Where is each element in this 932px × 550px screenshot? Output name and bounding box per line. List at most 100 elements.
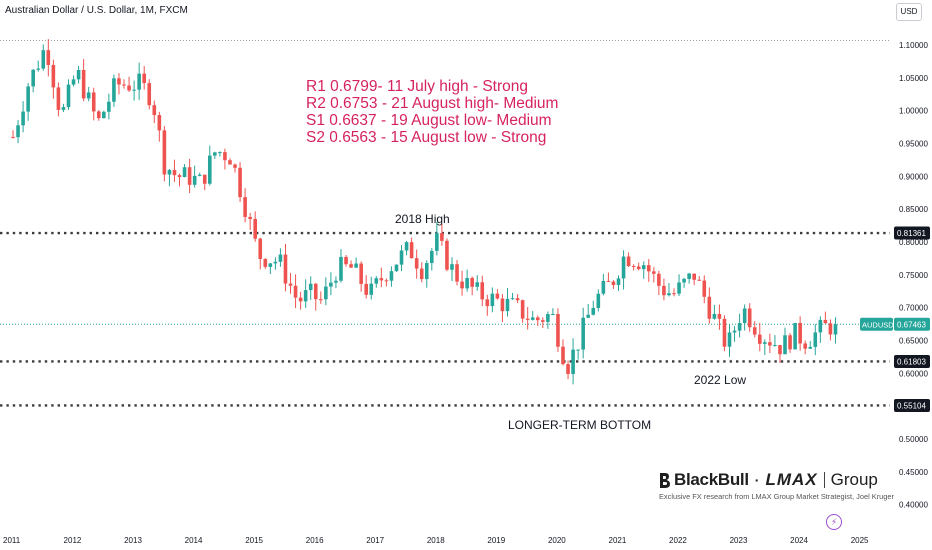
level-s1-text: S1 0.6637 - 19 August low- Medium	[306, 112, 552, 129]
candle-body	[127, 85, 131, 91]
candle-body	[646, 265, 651, 272]
blackbull-logo-icon	[660, 472, 670, 488]
candle-body	[566, 364, 570, 375]
candle-body	[132, 89, 136, 91]
x-tick-label: 2017	[366, 536, 384, 545]
candle-body	[818, 319, 823, 333]
candle-body	[480, 282, 485, 300]
candle-body	[652, 271, 656, 274]
candle-body	[243, 197, 247, 217]
candle-body	[636, 266, 641, 270]
candle-body	[440, 233, 444, 241]
candle-body	[137, 73, 141, 90]
candle-body	[505, 298, 510, 312]
y-tick-label: 0.45000	[899, 468, 928, 477]
candle-body	[445, 240, 449, 270]
candle-body	[672, 293, 676, 295]
y-tick-label: 1.00000	[899, 107, 928, 116]
candle-body	[606, 280, 611, 282]
brand-blackbull: BlackBull	[674, 470, 749, 489]
candle-body	[581, 317, 585, 350]
candle-body	[551, 314, 555, 316]
candle-body	[66, 84, 71, 108]
candle-body	[364, 283, 369, 295]
candle-body	[202, 174, 207, 184]
candle-body	[187, 167, 192, 185]
level-annotation: LONGER-TERM BOTTOM	[508, 418, 651, 432]
candle-body	[16, 125, 20, 138]
x-tick-label: 2011	[3, 536, 21, 545]
candle-body	[732, 330, 737, 333]
candle-body	[742, 308, 747, 324]
candle-body	[369, 283, 374, 295]
candle-body	[712, 313, 717, 319]
candle-body	[228, 160, 232, 165]
time-axis[interactable]: 2011 2012 2013 2014 2015 2016 2017 2018 2019 2020…	[3, 536, 869, 545]
candle-body	[81, 69, 86, 99]
candle-body	[475, 282, 480, 287]
candle-body	[616, 278, 621, 286]
candle-body	[263, 258, 268, 267]
brand-group: Group	[830, 470, 878, 489]
candle-body	[591, 307, 596, 315]
candle-body	[798, 322, 802, 344]
currency-button[interactable]: USD	[896, 3, 922, 21]
y-tick-label: 0.75000	[899, 271, 928, 280]
level-price-tag	[894, 354, 930, 368]
brand-separator	[823, 472, 825, 488]
y-tick-label: 0.90000	[899, 172, 928, 181]
candle-body	[556, 314, 560, 347]
candle-body	[833, 324, 838, 335]
candle-body	[329, 282, 333, 287]
price-axis[interactable]: 1.10000 1.05000 1.00000 0.95000 0.90000 0.850…	[899, 41, 928, 510]
candle-body	[117, 78, 121, 85]
candle-body	[450, 264, 454, 270]
candle-body	[339, 256, 343, 281]
candle-body	[349, 264, 353, 268]
candle-body	[298, 297, 303, 302]
y-tick-label: 0.50000	[899, 435, 928, 444]
candle-body	[51, 64, 56, 88]
y-tick-label: 1.10000	[899, 41, 928, 50]
candle-body	[541, 320, 545, 322]
candle-body	[495, 293, 500, 299]
lightning-icon[interactable]: ⚡	[826, 514, 842, 530]
candle-body	[152, 105, 157, 116]
candle-body	[717, 313, 722, 319]
candle-body	[177, 175, 182, 178]
candle-body	[641, 265, 646, 270]
candle-body	[707, 296, 712, 319]
candle-body	[773, 345, 777, 347]
x-tick-label: 2018	[427, 536, 445, 545]
candle-body	[389, 271, 394, 281]
candle-body	[182, 167, 187, 178]
y-tick-label: 0.70000	[899, 304, 928, 313]
x-tick-label: 2019	[487, 536, 505, 545]
candle-body	[470, 277, 474, 287]
candle-body	[546, 314, 550, 322]
candle-body	[107, 101, 111, 112]
candle-body	[788, 335, 792, 350]
candle-body	[41, 50, 46, 69]
candle-body	[576, 349, 580, 351]
horizontal-levels	[0, 231, 890, 407]
candle-body	[510, 298, 515, 300]
candle-body	[359, 263, 363, 284]
y-tick-label: 1.05000	[899, 74, 928, 83]
candle-body	[399, 250, 404, 265]
candle-body	[465, 277, 469, 289]
candle-body	[586, 314, 591, 318]
candle-body	[808, 346, 813, 349]
candle-body	[394, 264, 399, 272]
candle-body	[611, 281, 616, 286]
candle-body	[268, 263, 273, 267]
candle-body	[21, 111, 25, 126]
candle-body	[752, 327, 757, 335]
symbol-title: Australian Dollar / U.S. Dollar, 1M, FXC…	[5, 5, 188, 16]
candle-body	[561, 346, 565, 365]
candle-body	[768, 342, 772, 346]
candle-body	[248, 216, 252, 219]
candle-body	[515, 298, 520, 301]
level-price-label: 0.55104	[897, 401, 926, 410]
